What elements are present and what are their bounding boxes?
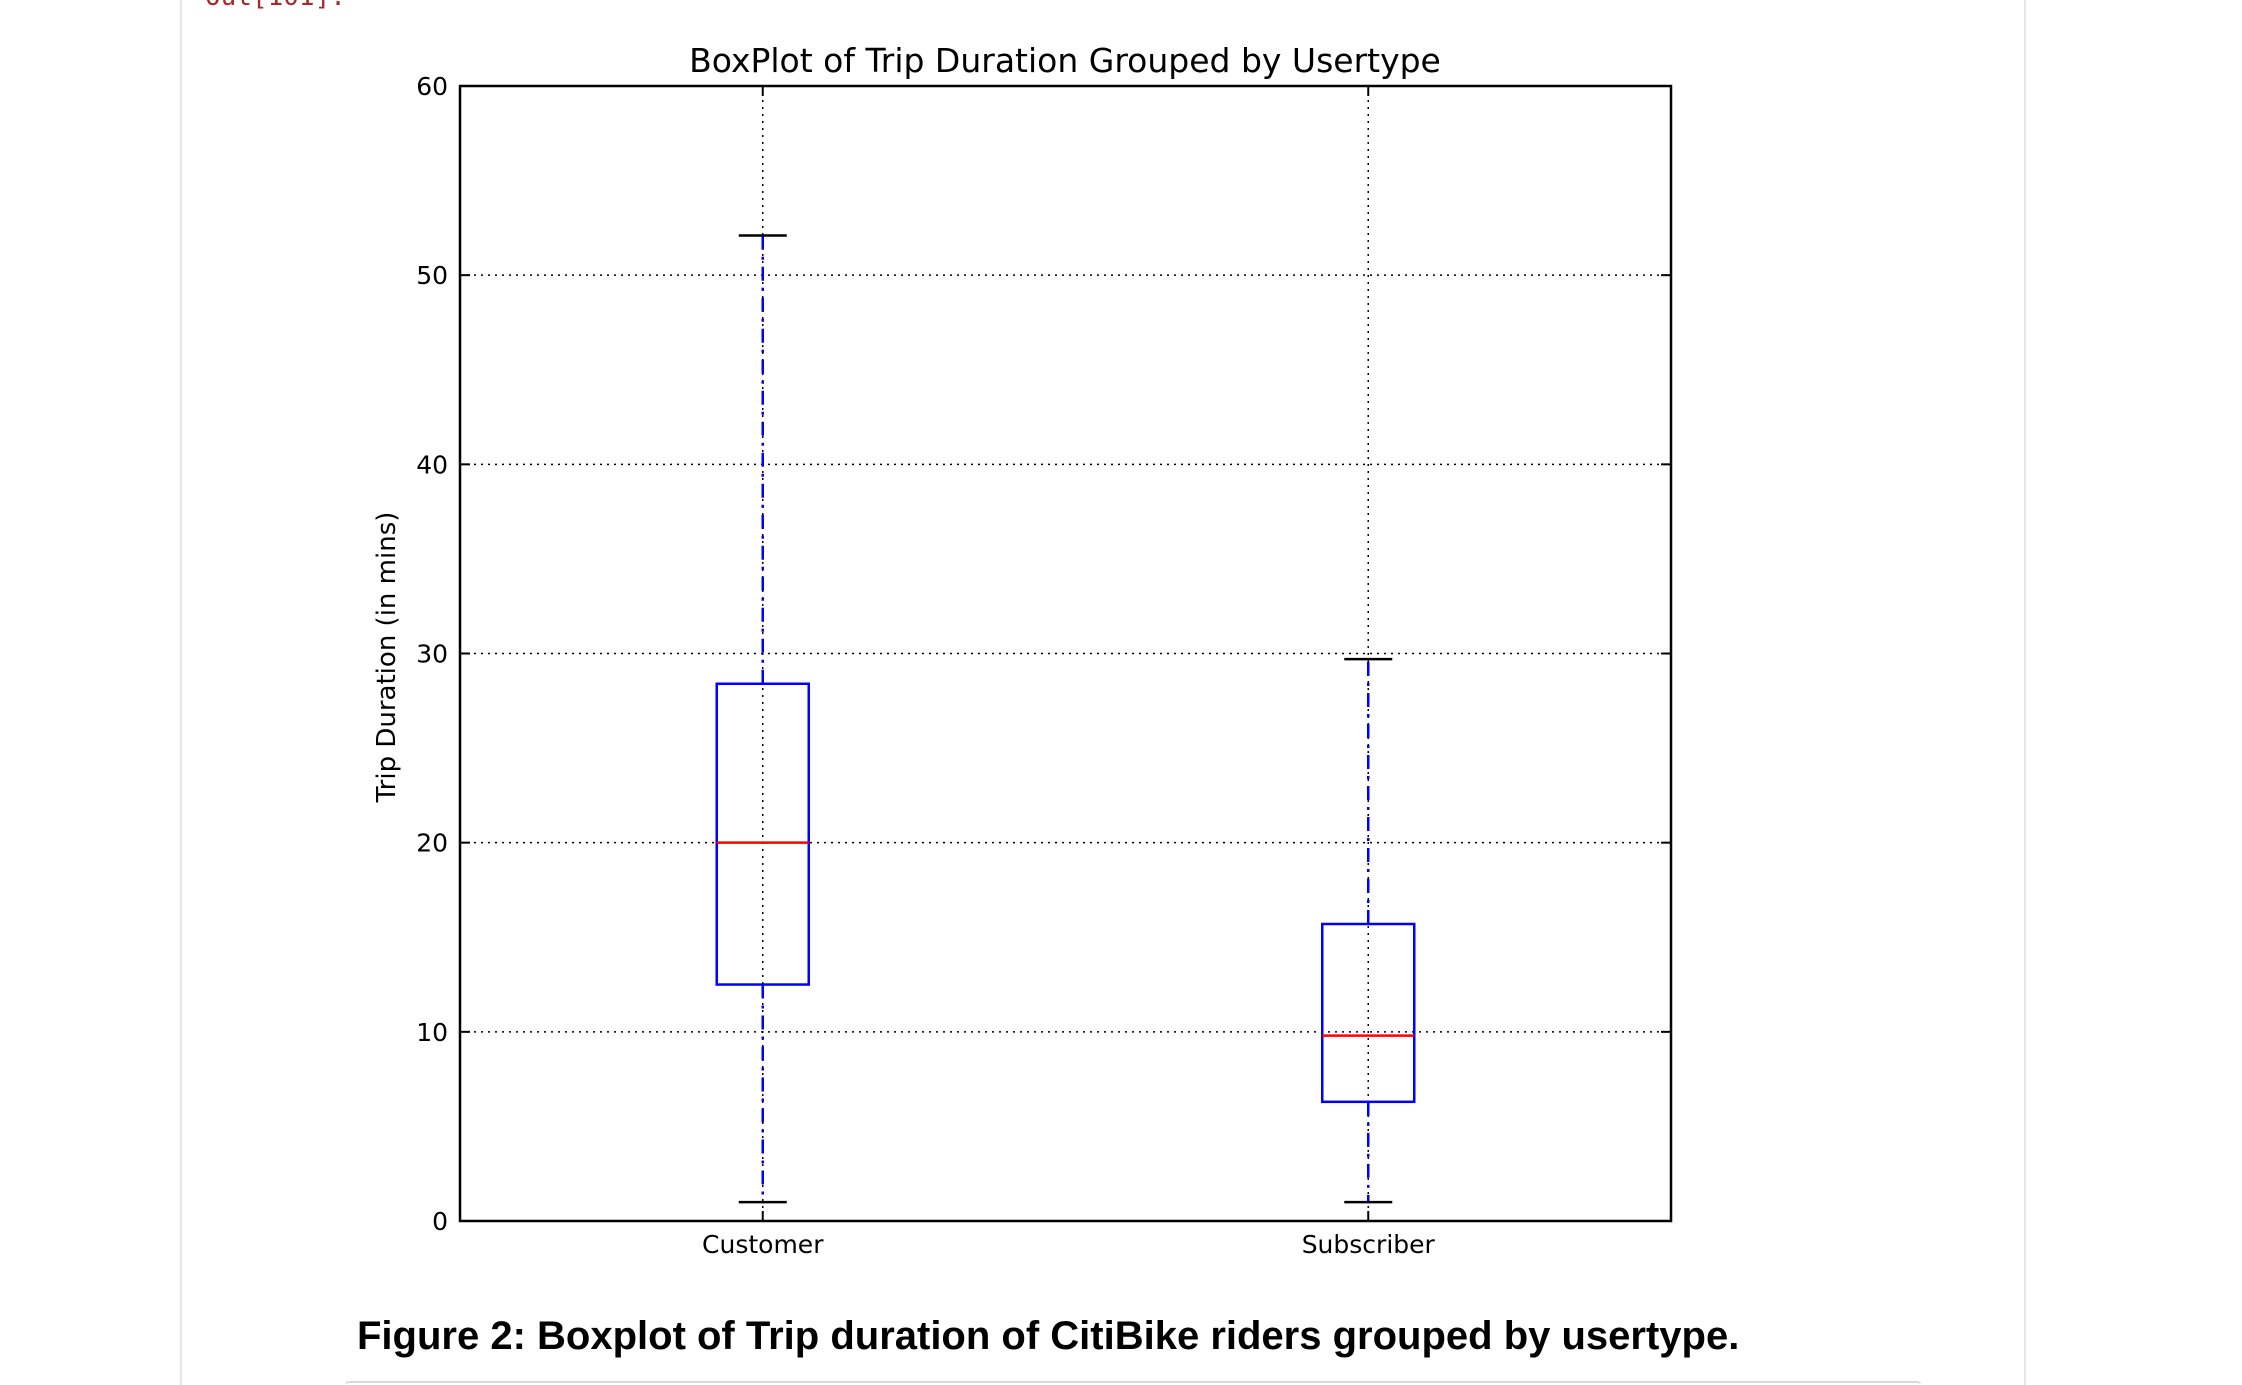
y-tick-label: 30: [416, 640, 448, 669]
figure-caption: Figure 2: Boxplot of Trip duration of Ci…: [357, 1314, 1740, 1358]
y-tick-label: 60: [416, 72, 448, 101]
output-prompt: Out[101]:: [205, 0, 346, 12]
notebook-output-cell: [180, 0, 2026, 1385]
y-tick-label: 40: [416, 450, 448, 479]
y-tick-label: 0: [432, 1207, 448, 1236]
box-iqr: [1321, 922, 1416, 1104]
box-iqr: [715, 682, 810, 986]
box-layer: [715, 234, 1416, 1204]
y-tick-label: 10: [416, 1018, 448, 1047]
boxplot-figure: 0 10 20 30 40 50 60 Customer Subscriber BoxPlot …: [372, 41, 1673, 1259]
chart-title: BoxPlot of Trip Duration Grouped by User…: [689, 41, 1441, 80]
y-tick-label: 20: [416, 829, 448, 858]
y-axis-label: Trip Duration (in mins): [372, 512, 402, 804]
y-tick-label: 50: [416, 261, 448, 290]
axis-layer: 0 10 20 30 40 50 60 Customer Subscriber: [416, 72, 1671, 1259]
x-tick-label: Customer: [702, 1230, 824, 1259]
boxplot-chart: 0 10 20 30 40 50 60 Customer Subscriber BoxPlot …: [372, 41, 1673, 1259]
next-cell-border: [345, 1381, 1921, 1385]
x-tick-label: Subscriber: [1302, 1230, 1436, 1259]
grid-layer: [460, 86, 1671, 1221]
